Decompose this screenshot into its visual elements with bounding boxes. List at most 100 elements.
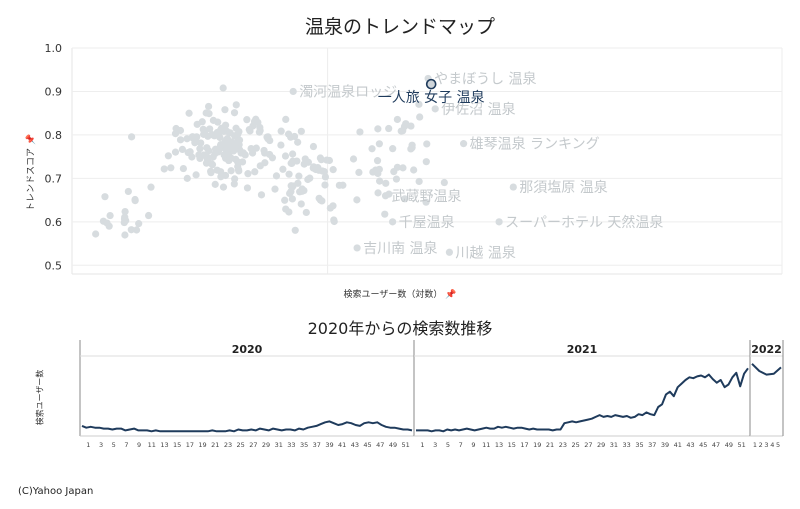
scatter-point (251, 168, 259, 176)
scatter-point (176, 136, 185, 144)
scatter-point (306, 174, 314, 182)
scatter-point (381, 192, 390, 200)
scatter-point (407, 122, 415, 130)
scatter-point (416, 113, 424, 121)
scatter-point (323, 156, 331, 164)
scatter-point (226, 129, 234, 137)
scatter-point (285, 170, 293, 178)
x-tick-label: 9 (137, 441, 141, 449)
x-tick-label: 39 (661, 441, 669, 449)
x-tick-label: 1 (420, 441, 424, 449)
scatter-point (135, 220, 143, 228)
y-tick-label: 0.5 (45, 259, 63, 272)
scatter-point (211, 150, 219, 158)
x-tick-label: 41 (338, 441, 346, 449)
x-tick-label: 11 (148, 441, 156, 449)
scatter-point (193, 133, 201, 141)
scatter-point (232, 101, 240, 109)
scatter-point (224, 137, 233, 145)
panel-year-label: 2021 (567, 343, 598, 356)
x-tick-label: 15 (508, 441, 516, 449)
scatter-point (353, 196, 361, 204)
x-tick-label: 5 (776, 441, 780, 449)
scatter-point (400, 122, 409, 131)
series-line (751, 363, 782, 376)
chart-title: 温泉のトレンドマップ (304, 16, 495, 38)
scatter-point (392, 175, 401, 183)
y-axis-label: トレンドスコア 📌 (24, 113, 37, 233)
point-label: 吉川南 温泉 (363, 240, 437, 257)
scatter-point (261, 159, 269, 167)
scatter-point (374, 125, 382, 133)
x-tick-label: 43 (351, 441, 359, 449)
scatter-point (410, 166, 418, 174)
scatter-point (373, 157, 382, 165)
scatter-point (211, 180, 219, 188)
x-tick-label: 19 (198, 441, 206, 449)
scatter-point (389, 218, 397, 226)
scatter-point (207, 160, 216, 168)
scatter-point (192, 171, 200, 179)
scatter-point (234, 130, 242, 138)
scatter-point (272, 172, 281, 180)
scatter-point (399, 164, 407, 172)
scatter-point (304, 158, 312, 166)
scatter-point (371, 166, 380, 174)
scatter-point (127, 226, 135, 234)
x-tick-label: 35 (300, 441, 308, 449)
scatter-point (183, 135, 191, 143)
x-tick-label: 35 (635, 441, 643, 449)
scatter-point (288, 183, 296, 191)
scatter-point (382, 179, 390, 187)
scatter-point (422, 198, 430, 206)
scatter-point (288, 195, 296, 203)
scatter-point (401, 195, 409, 203)
pin-icon[interactable]: 📌 (26, 133, 37, 146)
scatter-point (231, 175, 239, 183)
x-tick-label: 37 (648, 441, 656, 449)
scatter-point (257, 191, 266, 199)
scatter-point (495, 218, 503, 226)
background-points (92, 84, 448, 239)
pin-icon[interactable]: 📌 (445, 290, 457, 300)
x-tick-label: 7 (124, 441, 128, 449)
point-label: スーパーホテル 天然温泉 (505, 214, 663, 231)
scatter-point (393, 163, 402, 171)
panel-header (414, 340, 750, 356)
scatter-point (287, 133, 295, 141)
series-line (81, 420, 413, 433)
scatter-point (289, 157, 297, 165)
panel-year-label: 2020 (232, 343, 263, 356)
scatter-point (285, 208, 293, 216)
x-tick-label: 13 (495, 441, 503, 449)
point-label: 武蔵野温泉 (392, 188, 462, 205)
series-line (416, 367, 749, 433)
scatter-point (415, 177, 423, 186)
scatter-point (277, 141, 285, 149)
scatter-point (195, 151, 203, 159)
y-axis-label-text: トレンドスコア (26, 148, 37, 212)
scatter-point (193, 120, 201, 128)
scatter-point (321, 181, 329, 189)
scatter-point (286, 189, 294, 198)
x-tick-label: 3 (764, 441, 768, 449)
x-tick-label: 43 (686, 441, 694, 449)
x-tick-label: 13 (160, 441, 168, 449)
x-tick-label: 29 (262, 441, 270, 449)
x-tick-label: 21 (546, 441, 554, 449)
scatter-point (393, 115, 401, 124)
scatter-point (230, 109, 239, 117)
scatter-point (356, 128, 364, 136)
scatter-point (320, 168, 328, 176)
scatter-point (261, 149, 269, 157)
scatter-point (232, 124, 240, 132)
x-axis-label-text: 検索ユーザー数（対数） (343, 290, 443, 300)
x-tick-label: 25 (571, 441, 579, 449)
scatter-point (445, 248, 453, 256)
x-tick-label: 17 (186, 441, 194, 449)
scatter-point (264, 135, 272, 143)
scatter-point (220, 151, 228, 159)
scatter-point (160, 165, 168, 173)
scatter-point (213, 166, 221, 174)
